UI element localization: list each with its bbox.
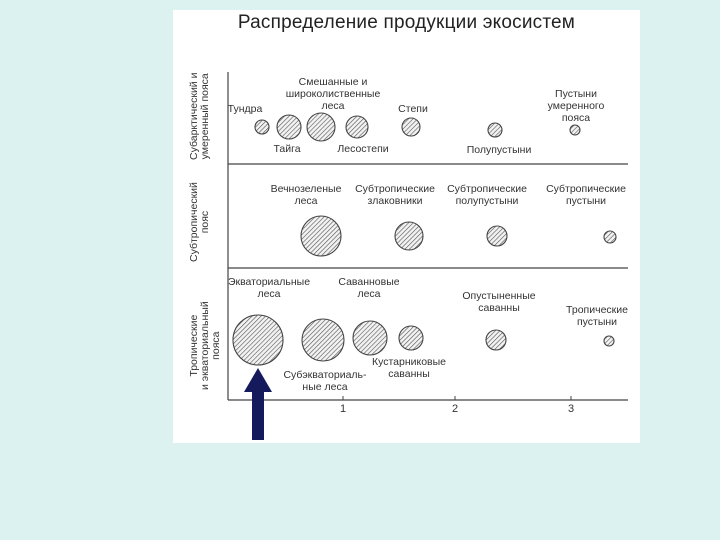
circle-savanna-forests (352, 320, 388, 356)
label-forest-steppe: Лесостепи (337, 143, 389, 155)
label-tundra: Тундра (227, 103, 263, 115)
label-semideserts: Полупустыни (466, 144, 532, 156)
zone-label-subtropical: Субтропический пояс (188, 182, 211, 262)
x-tick-label-2: 2 (451, 403, 459, 415)
zone-label-tropical: Тропические и экваториальный пояса (188, 301, 222, 390)
circle-subtropical-deserts (603, 230, 617, 244)
circle-semideserts (487, 122, 503, 138)
label-taiga: Тайга (273, 143, 301, 155)
arrow-up-icon (244, 368, 272, 440)
circle-evergreen-forests (300, 215, 342, 257)
label-subtropical-grasslands: Субтропические злаковники (355, 183, 435, 207)
label-tropical-deserts: Тропические пустыни (566, 304, 628, 328)
circle-mixed-forests (306, 112, 336, 142)
zone-label-subarctic: Субарктический и умеренный пояса (188, 72, 211, 160)
circle-desert-savannas (485, 329, 507, 351)
label-desert-savannas: Опустыненные саванны (462, 290, 536, 314)
label-evergreen-forests: Вечнозеленые леса (270, 183, 342, 207)
circle-tropical-deserts (603, 335, 615, 347)
label-steppes: Степи (398, 103, 428, 115)
label-shrub-savannas: Кустарниковые саванны (371, 356, 447, 380)
circle-steppes (401, 117, 421, 137)
diagram-canvas (227, 72, 628, 401)
circle-tundra (254, 119, 270, 135)
circle-deserts-temperate (569, 124, 581, 136)
x-tick-label-1: 1 (339, 403, 347, 415)
circle-subtropical-semideserts (486, 225, 508, 247)
label-subequatorial-forests: Субэкваториаль-ные леса (283, 369, 367, 393)
label-subtropical-deserts: Субтропические пустыни (546, 183, 626, 207)
label-subtropical-semideserts: Субтропические полупустыни (447, 183, 527, 207)
x-tick-label-3: 3 (567, 403, 575, 415)
circle-subtropical-grasslands (394, 221, 424, 251)
label-deserts-temperate: Пустыни умеренного пояса (547, 88, 605, 124)
circle-taiga (276, 114, 302, 140)
circle-equatorial-forests (232, 314, 284, 366)
circle-shrub-savannas (398, 325, 424, 351)
diagram-panel: Распределение продукции экосистем (173, 10, 640, 443)
diagram-title: Распределение продукции экосистем (237, 12, 576, 33)
label-savanna-forests: Саванновые леса (338, 276, 400, 300)
label-equatorial-forests: Экваториальные леса (227, 276, 311, 300)
circle-subequatorial-forests (301, 318, 345, 362)
label-mixed-forests: Смешанные и широколиственные леса (285, 76, 381, 112)
circle-forest-steppe (345, 115, 369, 139)
